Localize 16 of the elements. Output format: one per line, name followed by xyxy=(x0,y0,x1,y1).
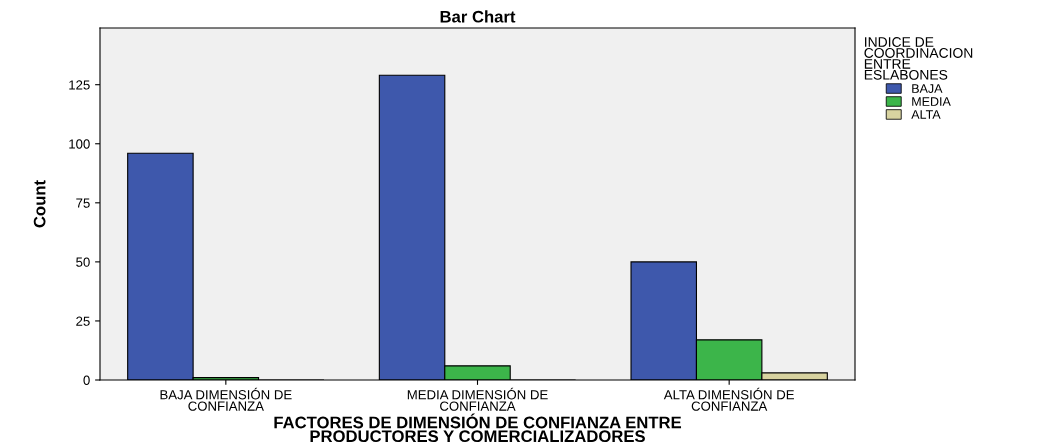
y-tick-label: 100 xyxy=(69,139,90,149)
y-tick-label: 125 xyxy=(69,80,90,90)
y-tick-label: 0 xyxy=(83,375,90,385)
legend-label: BAJA xyxy=(912,84,943,93)
y-axis-title: Count xyxy=(33,180,46,228)
y-tick-label: 50 xyxy=(76,257,90,267)
legend-label: MEDIA xyxy=(912,97,951,106)
legend-title: INDICE DE COORDINACION ENTRE ESLABONES xyxy=(864,37,973,80)
y-tick-label: 75 xyxy=(76,198,90,208)
legend-label: ALTA xyxy=(911,110,941,119)
chart-title: Bar Chart xyxy=(440,10,516,23)
x-tick-label: ALTA DIMENSIÓN DE CONFIANZA xyxy=(663,387,794,411)
x-axis-title: FACTORES DE DIMENSIÓN DE CONFIANZA ENTRE PRODUCTORES Y COMERCIALIZADORES xyxy=(274,413,682,443)
x-tick-label: MEDIA DIMENSIÓN DE CONFIANZA xyxy=(407,387,548,411)
y-tick-label: 25 xyxy=(76,316,90,326)
x-tick-label: BAJA DIMENSIÓN DE CONFIANZA xyxy=(160,387,292,411)
